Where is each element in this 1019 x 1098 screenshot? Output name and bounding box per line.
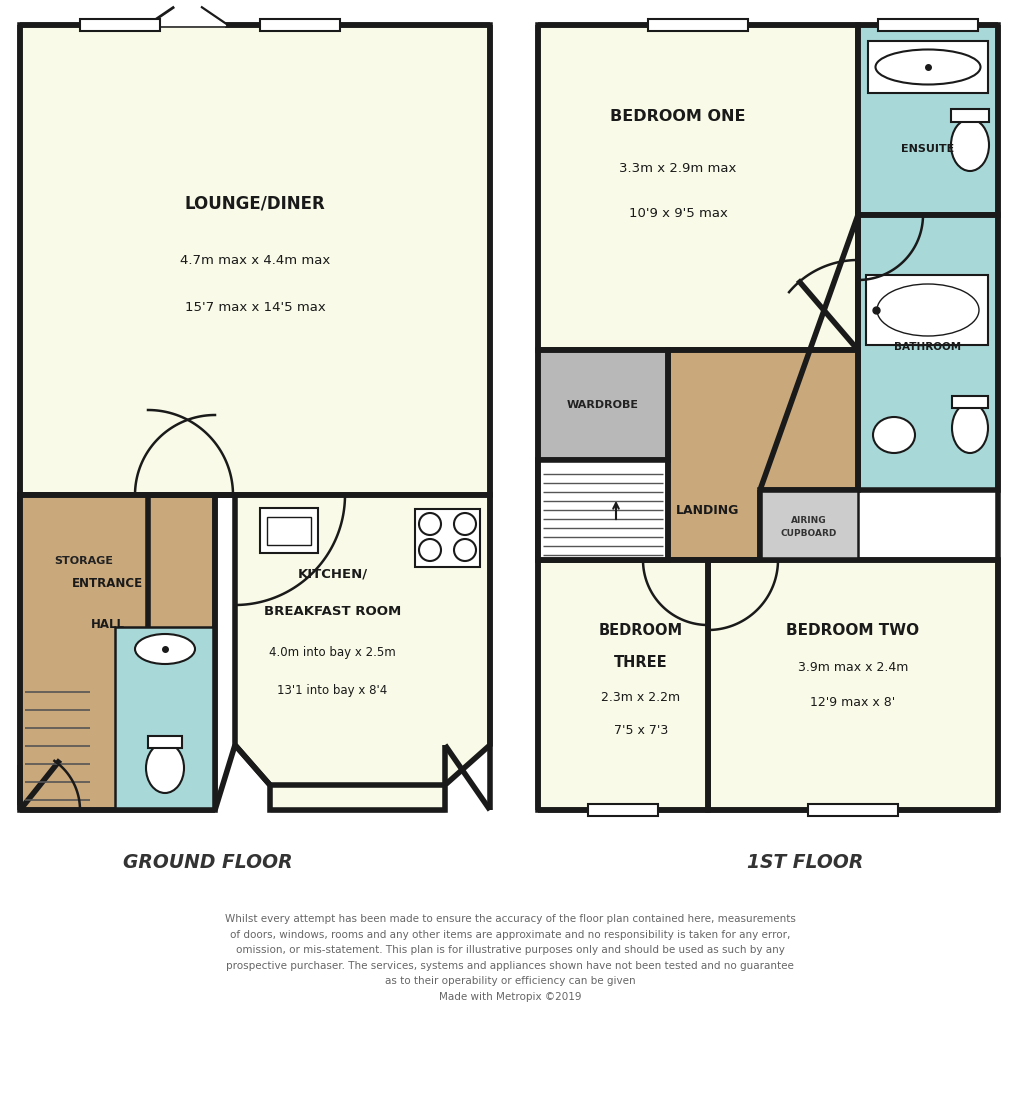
Polygon shape [215, 495, 489, 810]
Text: THREE: THREE [613, 656, 667, 670]
Ellipse shape [950, 119, 988, 171]
Bar [950, 109, 988, 122]
Text: 3.3m x 2.9m max: 3.3m x 2.9m max [619, 161, 736, 175]
Text: KITCHEN/: KITCHEN/ [298, 568, 367, 580]
Text: 10'9 x 9'5 max: 10'9 x 9'5 max [628, 208, 727, 220]
Bar [865, 274, 987, 345]
Bar [537, 25, 857, 350]
Text: 2.3m x 2.2m: 2.3m x 2.2m [601, 691, 680, 704]
Text: 7'5 x 7'3: 7'5 x 7'3 [613, 724, 667, 737]
Bar [759, 490, 857, 560]
Text: BREAKFAST ROOM: BREAKFAST ROOM [264, 605, 400, 618]
Text: GROUND FLOOR: GROUND FLOOR [123, 853, 292, 873]
Text: BEDROOM: BEDROOM [598, 623, 683, 638]
Text: 13'1 into bay x 8'4: 13'1 into bay x 8'4 [277, 684, 387, 697]
Ellipse shape [876, 284, 978, 336]
Text: BEDROOM ONE: BEDROOM ONE [609, 109, 745, 123]
Bar [260, 508, 318, 553]
Circle shape [419, 539, 440, 561]
Bar [148, 736, 181, 748]
Bar [857, 215, 997, 490]
Bar [707, 560, 997, 810]
Bar [877, 19, 977, 31]
Text: LOUNGE/DINER: LOUNGE/DINER [184, 194, 325, 213]
Text: AIRING: AIRING [791, 515, 826, 525]
Ellipse shape [874, 49, 979, 85]
Text: STORAGE: STORAGE [54, 556, 113, 565]
Bar [20, 495, 215, 810]
Text: 12'9 max x 8': 12'9 max x 8' [809, 696, 895, 709]
Bar [537, 560, 707, 810]
Ellipse shape [951, 403, 987, 453]
Bar [267, 517, 311, 545]
Text: BATHROOM: BATHROOM [894, 341, 961, 352]
Text: 3.9m max x 2.4m: 3.9m max x 2.4m [797, 661, 907, 674]
Text: WARDROBE: WARDROBE [567, 400, 638, 410]
Circle shape [453, 539, 476, 561]
Text: 4.7m max x 4.4m max: 4.7m max x 4.4m max [179, 254, 330, 267]
Text: ENSUITE: ENSUITE [901, 144, 954, 154]
Text: 1ST FLOOR: 1ST FLOOR [746, 853, 862, 873]
Bar [807, 804, 897, 816]
Text: Whilst every attempt has been made to ensure the accuracy of the floor plan cont: Whilst every attempt has been made to en… [224, 914, 795, 1002]
Text: CUPBOARD: CUPBOARD [781, 528, 837, 538]
Text: LANDING: LANDING [676, 504, 739, 516]
Bar [20, 495, 148, 627]
Bar [537, 460, 667, 560]
Polygon shape [537, 350, 857, 560]
Ellipse shape [146, 743, 183, 793]
Circle shape [419, 513, 440, 535]
Text: 15'7 max x 14'5 max: 15'7 max x 14'5 max [184, 301, 325, 314]
Text: ENTRANCE: ENTRANCE [72, 576, 143, 590]
Bar [115, 627, 215, 810]
Text: HALL: HALL [91, 618, 124, 630]
Bar [587, 804, 657, 816]
Ellipse shape [872, 417, 914, 453]
Bar [79, 19, 160, 31]
Bar [20, 25, 489, 495]
Bar [857, 25, 997, 215]
Circle shape [453, 513, 476, 535]
Bar [951, 396, 987, 408]
Bar [537, 350, 667, 460]
Bar [647, 19, 747, 31]
Bar [867, 41, 987, 93]
Text: 4.0m into bay x 2.5m: 4.0m into bay x 2.5m [269, 646, 395, 659]
Bar [260, 19, 339, 31]
Ellipse shape [135, 634, 195, 664]
Text: BEDROOM TWO: BEDROOM TWO [786, 623, 919, 638]
Bar [415, 509, 480, 567]
